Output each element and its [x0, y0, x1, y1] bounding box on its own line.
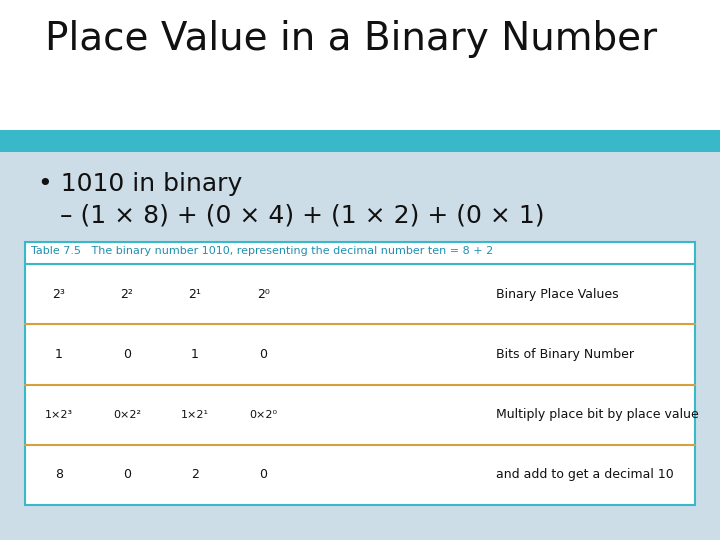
Text: Multiply place bit by place value: Multiply place bit by place value	[496, 408, 698, 421]
Text: and add to get a decimal 10: and add to get a decimal 10	[496, 468, 674, 481]
Text: 1×2³: 1×2³	[45, 410, 73, 420]
Text: 0: 0	[123, 468, 131, 481]
Text: 0: 0	[123, 348, 131, 361]
Text: 2²: 2²	[120, 288, 133, 301]
Bar	[0, 130, 720, 152]
Text: Binary Place Values: Binary Place Values	[496, 288, 618, 301]
Text: 0: 0	[259, 348, 267, 361]
Text: 0×2⁰: 0×2⁰	[249, 410, 277, 420]
Bar	[0, 0, 720, 130]
Text: Bits of Binary Number: Bits of Binary Number	[496, 348, 634, 361]
Text: 0×2²: 0×2²	[113, 410, 141, 420]
Text: – (1 × 8) + (0 × 4) + (1 × 2) + (0 × 1): – (1 × 8) + (0 × 4) + (1 × 2) + (0 × 1)	[60, 204, 544, 228]
Text: 1: 1	[55, 348, 63, 361]
Text: 1×2¹: 1×2¹	[181, 410, 209, 420]
Text: 2¹: 2¹	[189, 288, 202, 301]
Text: 2: 2	[191, 468, 199, 481]
Bar	[0, 130, 720, 540]
Text: 0: 0	[259, 468, 267, 481]
Text: • 1010 in binary: • 1010 in binary	[38, 172, 242, 196]
Text: 8: 8	[55, 468, 63, 481]
Text: 2³: 2³	[53, 288, 66, 301]
Text: Table 7.5   The binary number 1010, representing the decimal number ten = 8 + 2: Table 7.5 The binary number 1010, repres…	[31, 246, 493, 256]
Text: 2⁰: 2⁰	[256, 288, 269, 301]
Text: 1: 1	[191, 348, 199, 361]
Text: Place Value in a Binary Number: Place Value in a Binary Number	[45, 20, 657, 58]
Bar	[25, 242, 695, 505]
